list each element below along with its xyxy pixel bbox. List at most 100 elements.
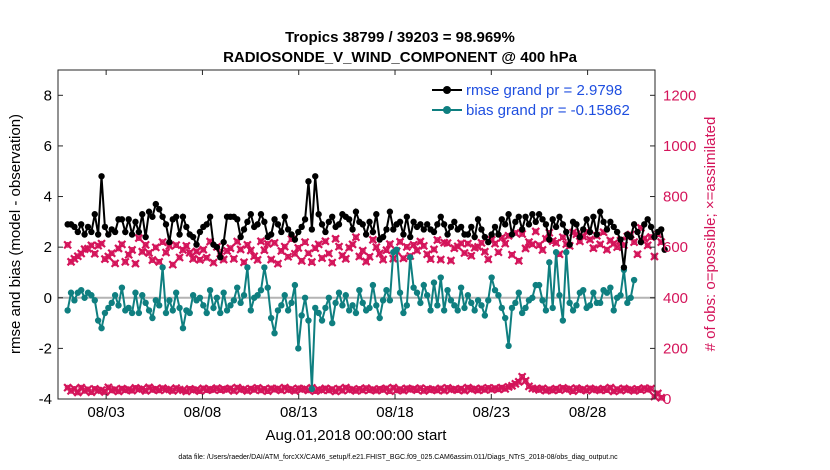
obs-count-possible-marker — [271, 239, 278, 246]
legend-rmse-label: rmse grand pr = 2.9798 — [466, 82, 622, 99]
obs-count-possible-marker — [74, 253, 81, 260]
obs-count-possible-marker — [522, 245, 529, 252]
obs-count-assimilated-marker — [490, 239, 500, 248]
obs-count-assimilated-marker — [327, 258, 337, 267]
obs-count-possible-marker — [85, 245, 91, 252]
bias-point — [318, 317, 326, 324]
rmse-point — [318, 221, 326, 228]
obs-count-possible-marker — [105, 253, 112, 260]
obs-count-assimilated-marker — [283, 252, 293, 262]
obs-count-possible-marker — [146, 250, 152, 256]
obs-count-possible-marker — [458, 240, 465, 247]
obs-count-assimilated-marker — [433, 235, 442, 245]
obs-count-assimilated-marker — [219, 255, 228, 264]
bias-point — [437, 274, 444, 281]
bias-point — [189, 292, 197, 299]
bias-point — [132, 289, 139, 296]
bias-point — [454, 307, 461, 314]
rmse-point — [644, 216, 651, 223]
y-axis-left-label: rmse and bias (model - observation) — [7, 114, 24, 354]
obs-count-low-assimilated-marker — [246, 384, 256, 393]
bias-point — [108, 299, 115, 307]
obs-count-low-assimilated-marker — [90, 384, 100, 394]
obs-count-assimilated-marker — [239, 258, 249, 267]
obs-count-assimilated-marker — [148, 255, 157, 265]
rmse-point — [152, 200, 160, 208]
rmse-point — [596, 208, 604, 215]
obs-count-possible-marker — [152, 244, 159, 251]
rmse-point — [77, 221, 85, 228]
rmse-point — [651, 233, 658, 241]
obs-count-possible-marker — [183, 242, 190, 249]
obs-count-possible-marker — [254, 256, 261, 263]
left-tick-label: 2 — [44, 239, 52, 256]
obs-count-possible-marker — [64, 241, 71, 248]
rmse-point — [139, 211, 146, 218]
bias-point — [64, 307, 71, 314]
bias-point — [573, 302, 580, 309]
obs-count-low-possible-marker — [461, 387, 468, 394]
bias-point — [396, 289, 404, 296]
bias-point — [393, 246, 400, 253]
obs-count-assimilated-marker — [127, 245, 137, 255]
rmse-point — [607, 218, 614, 226]
bias-point — [234, 284, 241, 291]
obs-count-assimilated-marker — [372, 242, 381, 252]
bias-point — [512, 299, 519, 307]
rmse-point — [512, 218, 519, 226]
obs-count-assimilated-marker — [497, 233, 507, 243]
obs-count-possible-marker — [305, 250, 312, 257]
obs-count-possible-marker — [475, 244, 481, 250]
rmse-point — [518, 226, 526, 233]
left-tick-label: 8 — [44, 87, 52, 104]
bias-point — [420, 281, 427, 289]
bias-point — [257, 286, 265, 294]
right-axis-ticks: 0 200 400 600 800 1000 1200 — [650, 87, 696, 408]
obs-count-low-possible-marker — [64, 384, 71, 391]
rmse-point — [549, 216, 556, 223]
bias-point — [539, 297, 546, 304]
bias-point — [81, 294, 88, 301]
obs-count-assimilated-marker — [110, 259, 120, 268]
rmse-point — [305, 178, 312, 185]
rmse-point — [437, 213, 444, 220]
obs-count-assimilated-marker — [460, 248, 469, 258]
bias-point — [98, 324, 105, 332]
rmse-point — [105, 231, 112, 238]
obs-count-possible-marker — [132, 260, 139, 267]
bias-point — [515, 289, 522, 296]
rmse-point — [94, 231, 102, 238]
obs-count-low-assimilated-marker — [633, 384, 642, 394]
bias-point — [383, 286, 390, 294]
obs-count-assimilated-marker — [416, 237, 425, 246]
obs-count-possible-marker — [108, 250, 115, 257]
bias-point — [590, 289, 597, 296]
bias-point — [624, 299, 631, 307]
obs-count-low-possible-marker — [658, 394, 665, 401]
bias-point — [149, 314, 156, 322]
rmse-point — [281, 213, 288, 220]
obs-count-low-possible-marker — [85, 386, 91, 393]
rmse-point — [176, 231, 183, 238]
obs-count-possible-marker — [597, 241, 604, 248]
obs-count-possible-marker — [481, 248, 488, 255]
obs-count-possible-marker — [281, 243, 288, 250]
obs-count-possible-marker — [339, 252, 346, 259]
bias-point — [552, 249, 560, 256]
x-tick-label: 08/03 — [87, 404, 125, 421]
obs-count-possible-marker — [237, 246, 244, 253]
obs-count-low-assimilated-marker — [551, 384, 561, 393]
obs-count-low-assimilated-marker — [483, 383, 493, 393]
obs-count-assimilated-marker — [365, 252, 374, 262]
bias-point — [264, 284, 271, 291]
obs-count-assimilated-marker — [307, 257, 317, 267]
obs-count-possible-marker — [234, 238, 241, 245]
rmse-point — [464, 231, 472, 238]
obs-count-possible-marker — [604, 246, 610, 253]
obs-count-assimilated-marker — [477, 238, 486, 248]
obs-count-low-assimilated-marker — [606, 383, 615, 392]
bias-point — [339, 302, 346, 309]
rmse-point — [240, 226, 248, 233]
obs-count-assimilated-marker — [131, 259, 140, 268]
obs-count-assimilated-marker — [355, 252, 364, 261]
